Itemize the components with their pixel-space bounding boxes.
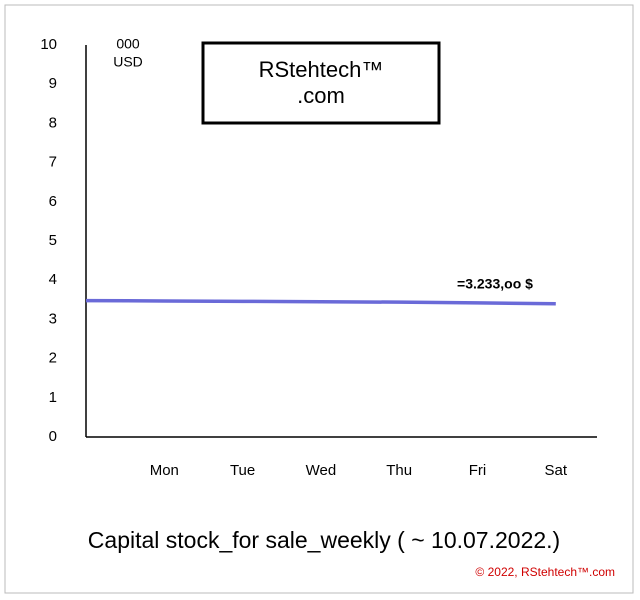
y-tick-label: 7 <box>49 154 57 171</box>
y-tick-label: 5 <box>49 232 57 249</box>
annotation: =3.233,oo $ <box>457 276 533 292</box>
y-tick-label: 1 <box>49 389 57 406</box>
x-tick-label: Fri <box>469 462 487 479</box>
y-tick-label: 0 <box>49 428 57 445</box>
copyright: © 2022, RStehtech™.com <box>475 565 615 579</box>
x-tick-label: Tue <box>230 462 255 479</box>
x-tick-label: Wed <box>306 462 337 479</box>
data-line <box>85 298 556 306</box>
x-tick-label: Thu <box>386 462 412 479</box>
y-tick-label: 10 <box>40 36 57 53</box>
x-tick-label: Mon <box>150 462 179 479</box>
unit-label: 000 <box>116 36 140 52</box>
y-tick-label: 6 <box>49 193 57 210</box>
y-tick-label: 9 <box>49 75 57 92</box>
x-tick-label: Sat <box>545 462 568 479</box>
y-tick-label: 2 <box>49 350 57 367</box>
logo-box <box>201 41 441 125</box>
unit-label: USD <box>113 54 143 70</box>
y-tick-label: 8 <box>49 114 57 131</box>
y-tick-label: 3 <box>49 310 57 327</box>
y-tick-label: 4 <box>49 271 57 288</box>
chart-title: Capital stock_for sale_weekly ( ~ 10.07.… <box>88 527 560 553</box>
logo-text: .com <box>297 83 345 108</box>
logo-text: RStehtech™ <box>259 57 384 82</box>
